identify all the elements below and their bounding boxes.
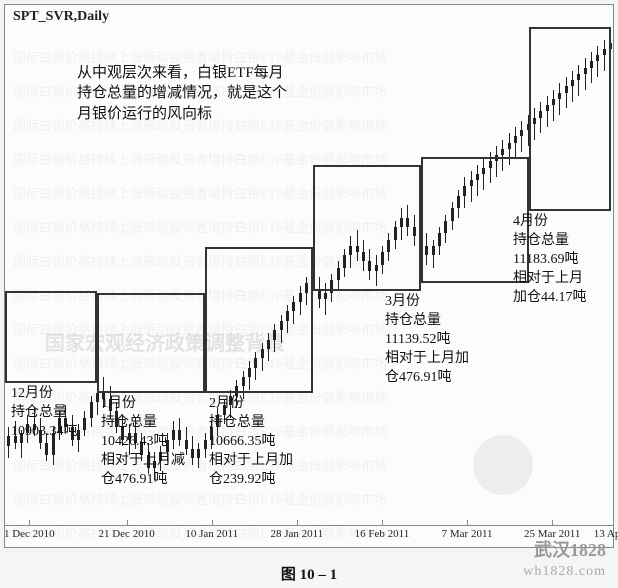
xtick-label: 1 Dec 2010 xyxy=(4,528,55,540)
period-box xyxy=(5,291,97,383)
candle-body xyxy=(45,443,48,456)
watermark-text: 武汉1828 xyxy=(534,536,606,562)
annotation-0: 12月份 持仓总量 10903.34吨 xyxy=(11,385,78,442)
xtick-line xyxy=(552,520,553,526)
candle-body xyxy=(324,293,327,299)
candle-body xyxy=(204,440,207,449)
xtick-line xyxy=(212,520,213,526)
chart-frame: SPT_SVR,Daily 国际白银价格持续上涨带动投资者增持白银ETF基金份额… xyxy=(4,4,614,548)
candle-wick xyxy=(521,121,522,152)
candle-body xyxy=(508,143,511,149)
period-box xyxy=(205,247,313,393)
candle-body xyxy=(7,436,10,445)
annotation-2: 2月份 持仓总量 10666.35吨 相对于上月加 仓239.92吨 xyxy=(209,395,293,489)
watermark-shape xyxy=(473,435,533,495)
xtick-line xyxy=(297,520,298,526)
candle-body xyxy=(520,130,523,136)
xtick-line xyxy=(29,520,30,526)
annotation-1: 1月份 持仓总量 10426.43吨 相对于上月减 仓476.91吨 xyxy=(101,395,185,489)
candle-body xyxy=(191,449,194,458)
candle-body xyxy=(197,449,200,458)
bleed-text: 国际白银价格持续上涨带动投资者增持白银ETF基金份额影响市场 xyxy=(13,489,387,508)
period-box xyxy=(97,293,205,393)
xtick-line xyxy=(613,520,614,526)
x-axis: 1 Dec 2010 21 Dec 2010 10 Jan 2011 28 Jan 2… xyxy=(5,525,613,547)
xtick-label: 28 Jan 2011 xyxy=(270,528,323,540)
candle-wick xyxy=(515,127,516,158)
figure-caption: 图 10 – 1 xyxy=(0,563,618,584)
annotation-4: 4月份 持仓总量 11183.69吨 相对于上月 加仓44.17吨 xyxy=(513,213,587,307)
xtick-label: 10 Jan 2011 xyxy=(185,528,238,540)
candle-body xyxy=(90,402,93,418)
chart-canvas: 国际白银价格持续上涨带动投资者增持白银ETF基金份额影响市场国际白银价格持续上涨… xyxy=(5,27,613,525)
annotation-3: 3月份 持仓总量 11139.52吨 相对于上月加 仓476.91吨 xyxy=(385,293,469,387)
period-box xyxy=(313,165,421,291)
xtick-label: 16 Feb 2011 xyxy=(355,528,410,540)
candle-body xyxy=(501,149,504,155)
main-note: 从中观层次来看，白银ETF每月 持仓总量的增减情况，就是这个 月银价运行的风向标 xyxy=(77,63,287,124)
xtick-label: 21 Dec 2010 xyxy=(98,528,154,540)
xtick-label: 7 Mar 2011 xyxy=(442,528,493,540)
xtick-line xyxy=(467,520,468,526)
candle-body xyxy=(83,418,86,431)
xtick-line xyxy=(127,520,128,526)
xtick-line xyxy=(382,520,383,526)
period-box xyxy=(529,27,611,211)
chart-title: SPT_SVR,Daily xyxy=(13,9,109,25)
candle-body xyxy=(514,136,517,142)
candle-body xyxy=(96,393,99,402)
